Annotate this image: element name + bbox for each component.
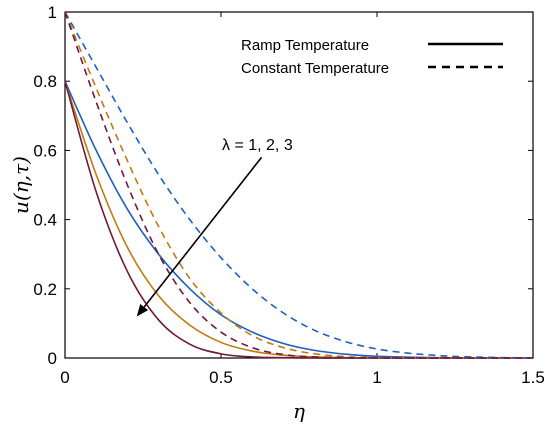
annotation-arrowhead (136, 303, 149, 317)
solid-series-line-1 (64, 80, 534, 359)
dashed-series-line-1 (64, 11, 534, 359)
x-axis-label: η (293, 399, 305, 423)
lambda-annotation-text: λ = 1, 2, 3 (222, 137, 293, 154)
legend-label-ramp: Ramp Temperature (241, 37, 369, 54)
series-layer (64, 11, 534, 359)
solid-series-line-2 (64, 80, 533, 359)
y-tick-label: 0.8 (33, 72, 57, 91)
x-tick-label: 0.5 (209, 368, 233, 387)
x-tick-label: 1 (372, 368, 381, 387)
axis-ticks: 0 0.5 1 1.5 0 0.2 0.4 0.6 0.8 1 (33, 3, 544, 387)
solid-series-line-3 (64, 80, 533, 359)
legend: Ramp Temperature Constant Temperature (241, 37, 503, 77)
annotation-arrow (143, 156, 263, 308)
y-tick-label: 0 (48, 349, 57, 368)
y-tick-label: 0.4 (33, 211, 57, 230)
dashed-series-line-3 (64, 11, 534, 359)
y-tick-label: 0.6 (33, 141, 57, 160)
y-tick-label: 1 (48, 3, 57, 22)
lambda-annotation: λ = 1, 2, 3 (136, 137, 293, 317)
x-tick-label: 1.5 (521, 368, 545, 387)
y-tick-label: 0.2 (33, 280, 57, 299)
legend-label-constant: Constant Temperature (241, 60, 389, 77)
y-axis-label: u(η,τ) (9, 156, 33, 214)
x-tick-label: 0 (60, 368, 69, 387)
